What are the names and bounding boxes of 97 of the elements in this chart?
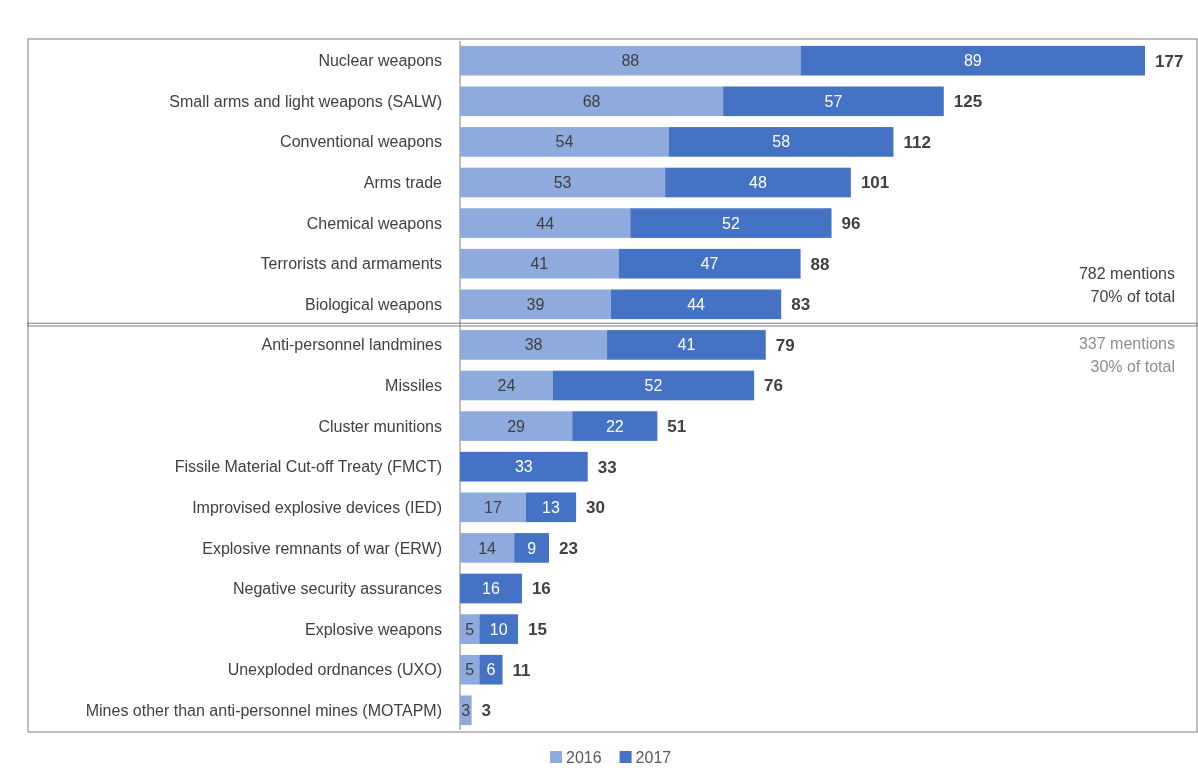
y-tick-label: Biological weapons [305, 295, 442, 313]
y-tick-label: Mines other than anti-personnel mines (MOTAPM) [85, 701, 442, 719]
y-tick-label: Negative security assurances [233, 580, 442, 598]
bar [800, 45, 1145, 76]
y-tick-label: Explosive weapons [305, 620, 442, 638]
data-label: 14 [478, 539, 497, 557]
data-label: 9 [527, 539, 537, 557]
bar [525, 492, 577, 523]
y-tick-label: Chemical weapons [306, 214, 442, 232]
bar [723, 86, 944, 117]
data-label: 6 [486, 661, 496, 679]
data-label: 53 [553, 174, 572, 192]
bar [460, 248, 619, 279]
total-label: 3 [481, 701, 492, 721]
data-label: 44 [536, 214, 555, 232]
data-label: 3 [461, 701, 471, 719]
total-label: 112 [903, 132, 931, 152]
bar [630, 208, 832, 238]
annotation: 782 mentions 70% of total [1078, 264, 1175, 305]
data-label: 13 [542, 498, 560, 516]
data-label: 44 [687, 295, 706, 313]
y-tick-label: Nuclear weapons [318, 52, 442, 70]
bar [572, 411, 658, 441]
y-tick-label: Unexploded ordnances (UXO) [227, 661, 442, 679]
total-label: 23 [559, 538, 578, 558]
total-label: 16 [531, 579, 551, 599]
data-label: 68 [582, 92, 601, 110]
total-label: 15 [528, 620, 547, 640]
data-label: 54 [555, 133, 574, 151]
data-label: 38 [524, 336, 543, 354]
data-label: 52 [644, 377, 663, 395]
bar [460, 289, 611, 320]
y-tick-label: Improvised explosive devices (IED) [192, 498, 442, 516]
bar [479, 654, 503, 685]
legend-label: 2017 [635, 748, 672, 766]
total-label: 96 [841, 214, 861, 234]
total-label: 30 [586, 498, 606, 518]
data-label: 29 [507, 417, 526, 435]
total-label: 177 [1155, 51, 1184, 71]
bar [460, 167, 666, 198]
bar [460, 411, 573, 441]
total-label: 88 [810, 254, 830, 274]
total-label: 83 [791, 295, 811, 315]
y-tick-label: Fissile Material Cut-off Treaty (FMCT) [174, 458, 442, 476]
bar [460, 573, 522, 604]
annotation: 337 mentions 30% of total [1078, 335, 1175, 376]
bar [460, 330, 608, 360]
bar [460, 127, 669, 157]
bar [460, 533, 515, 563]
y-tick-label: Terrorists and armaments [260, 255, 442, 273]
data-label: 89 [963, 52, 982, 70]
total-label: 79 [775, 335, 795, 355]
bar [460, 86, 724, 117]
bar [665, 167, 851, 198]
bar [460, 45, 801, 76]
bar [552, 370, 755, 401]
data-label: 22 [605, 417, 624, 435]
y-tick-label: Missiles [385, 377, 442, 395]
y-tick-label: Small arms and light weapons (SALW) [169, 92, 442, 110]
data-label: 47 [700, 255, 719, 273]
data-label: 39 [526, 295, 545, 313]
data-label: 24 [497, 377, 516, 395]
data-label: 16 [482, 580, 500, 598]
bar [607, 330, 766, 360]
bar [460, 208, 631, 238]
total-label: 51 [667, 417, 687, 437]
data-label: 5 [465, 620, 475, 638]
data-label: 17 [484, 498, 502, 516]
data-label: 57 [824, 92, 843, 110]
data-label: 52 [722, 214, 740, 232]
data-label: 33 [514, 458, 533, 476]
bar [460, 492, 526, 523]
y-tick-label: Conventional weapons [280, 133, 442, 151]
data-label: 58 [772, 133, 791, 151]
y-tick-label: Arms trade [363, 174, 443, 192]
legend-label: 2016 [566, 748, 602, 766]
total-label: 33 [597, 457, 617, 477]
y-tick-label: Explosive remnants of war (ERW) [202, 539, 442, 557]
data-label: 88 [621, 52, 640, 70]
data-label: 41 [677, 336, 696, 354]
data-label: 48 [749, 174, 767, 192]
data-label: 5 [465, 661, 475, 679]
bar [460, 451, 588, 482]
total-label: 101 [860, 173, 890, 193]
bar [479, 614, 519, 644]
y-tick-label: Anti-personnel landmines [261, 336, 442, 354]
data-label: 10 [489, 620, 508, 638]
bar [460, 370, 553, 401]
total-label: 76 [764, 376, 784, 396]
bar [514, 533, 550, 563]
bar [610, 289, 782, 320]
data-label: 41 [530, 255, 549, 273]
y-tick-label: Cluster munitions [318, 417, 442, 435]
bar [618, 248, 801, 279]
total-label: 11 [512, 660, 531, 680]
bar [668, 127, 894, 157]
total-label: 125 [953, 92, 983, 112]
